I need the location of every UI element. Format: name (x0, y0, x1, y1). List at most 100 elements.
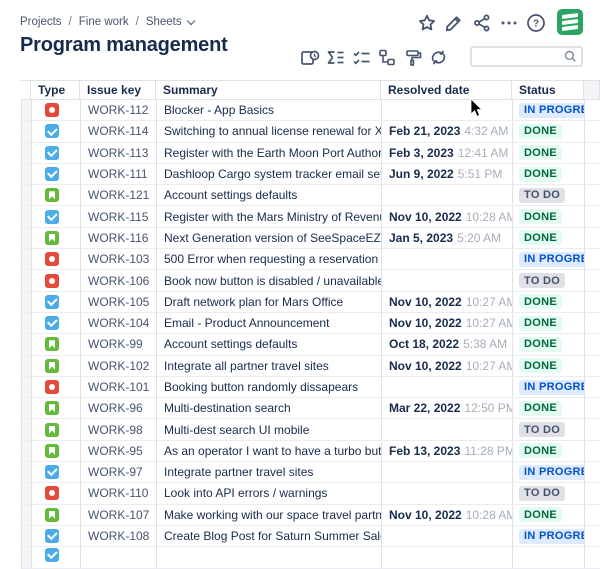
issue-summary[interactable]: Look into API errors / warnings (157, 483, 382, 504)
checklist-icon[interactable] (351, 47, 372, 68)
status-cell[interactable]: DONE (513, 312, 585, 334)
type-cell[interactable] (32, 504, 81, 525)
row-drag-handle[interactable] (22, 462, 32, 483)
table-row[interactable]: WORK-110 Look into API errors / warnings… (21, 483, 600, 505)
column-header-summary[interactable]: Summary (156, 81, 381, 99)
row-drag-handle[interactable] (22, 504, 32, 525)
resolved-date-cell[interactable]: Feb 3, 2023 12:41 AM (382, 142, 513, 163)
issue-summary[interactable]: Email - Product Announcement (157, 312, 382, 334)
column-header-type[interactable]: Type (31, 81, 80, 99)
status-cell[interactable]: DONE (513, 355, 585, 376)
type-cell[interactable] (32, 462, 81, 483)
row-drag-handle[interactable] (22, 440, 32, 462)
table-row[interactable]: WORK-116 Next Generation version of SeeS… (21, 227, 600, 250)
row-drag-handle[interactable] (22, 291, 32, 312)
type-cell[interactable] (32, 227, 81, 249)
issue-key[interactable]: WORK-98 (81, 419, 157, 440)
type-cell[interactable] (32, 100, 81, 121)
table-row[interactable]: WORK-108 Create Blog Post for Saturn Sum… (21, 525, 600, 548)
row-drag-handle[interactable] (22, 100, 32, 121)
issue-summary[interactable]: Blocker - App Basics (157, 100, 382, 121)
resolved-date-cell[interactable]: Nov 10, 2022 10:28 AM (382, 206, 513, 227)
type-cell[interactable] (32, 334, 81, 355)
issue-summary[interactable]: Account settings defaults (157, 185, 382, 206)
issue-summary[interactable]: Dashloop Cargo system tracker email setu… (157, 163, 382, 185)
status-cell[interactable]: DONE (513, 142, 585, 163)
resolved-date-cell[interactable] (382, 185, 513, 206)
row-drag-handle[interactable] (22, 419, 32, 440)
row-drag-handle[interactable] (22, 483, 32, 504)
table-row[interactable]: WORK-101 Booking button randomly dissape… (21, 376, 600, 399)
resolved-date-cell[interactable]: Oct 18, 2022 5:38 AM (382, 334, 513, 355)
issue-summary[interactable]: Switching to annual license renewal for … (157, 121, 382, 142)
status-cell[interactable]: IN PROGRESS (513, 376, 585, 398)
type-cell[interactable] (32, 185, 81, 206)
type-cell[interactable] (32, 163, 81, 185)
row-drag-handle[interactable] (22, 121, 32, 142)
resolved-date-cell[interactable] (382, 462, 513, 483)
resolved-date-cell[interactable] (382, 249, 513, 270)
more-icon[interactable] (499, 13, 519, 33)
row-drag-handle[interactable] (22, 376, 32, 398)
refresh-icon[interactable] (428, 47, 449, 68)
table-row[interactable]: WORK-103 500 Error when requesting a res… (21, 249, 600, 271)
status-cell[interactable]: DONE (513, 334, 585, 355)
resolved-date-cell[interactable]: Nov 10, 2022 10:27 AM (382, 291, 513, 312)
issue-key[interactable]: WORK-113 (81, 142, 157, 163)
issue-key[interactable]: WORK-111 (81, 163, 157, 185)
resolved-date-cell[interactable]: Nov 10, 2022 10:28 AM (382, 504, 513, 525)
resolved-date-cell[interactable]: Mar 22, 2022 12:50 PM (382, 398, 513, 419)
type-cell[interactable] (32, 440, 81, 462)
app-logo[interactable] (557, 9, 583, 35)
issue-summary[interactable]: Multi-destination search (157, 398, 382, 419)
format-painter-icon[interactable] (402, 47, 423, 68)
issue-key[interactable]: WORK-96 (81, 398, 157, 419)
resolved-date-cell[interactable]: Jun 9, 2022 5:51 PM (382, 163, 513, 185)
issue-key[interactable]: WORK-107 (81, 504, 157, 525)
row-drag-handle[interactable] (22, 398, 32, 419)
table-row[interactable]: WORK-113 Register with the Earth Moon Po… (21, 142, 600, 164)
type-cell[interactable] (32, 270, 81, 291)
edit-icon[interactable] (444, 13, 464, 33)
row-drag-handle[interactable] (22, 547, 32, 568)
type-cell[interactable] (32, 249, 81, 270)
share-icon[interactable] (472, 13, 492, 33)
table-row[interactable]: WORK-121 Account settings defaults TO DO (21, 185, 600, 207)
sum-icon[interactable] (325, 47, 346, 68)
column-header-status[interactable]: Status (512, 81, 584, 99)
search-input[interactable] (472, 49, 564, 64)
table-row[interactable]: WORK-107 Make working with our space tra… (21, 504, 600, 526)
resolved-date-cell[interactable]: Nov 10, 2022 10:27 AM (382, 355, 513, 376)
issue-key[interactable]: WORK-97 (81, 462, 157, 483)
issue-key[interactable]: WORK-105 (81, 291, 157, 312)
issue-summary[interactable]: Next Generation version of SeeSpaceEZ tr… (157, 227, 382, 249)
table-row[interactable]: WORK-102 Integrate all partner travel si… (21, 355, 600, 377)
status-cell[interactable]: IN PROGRESS (513, 249, 585, 270)
issue-key[interactable]: WORK-114 (81, 121, 157, 142)
help-icon[interactable]: ? (526, 13, 546, 33)
issue-summary[interactable]: Register with the Mars Ministry of Reven… (157, 206, 382, 227)
issue-summary[interactable]: Integrate all partner travel sites (157, 355, 382, 376)
status-cell[interactable]: DONE (513, 121, 585, 142)
row-drag-handle[interactable] (22, 525, 32, 547)
column-header-resolved-date[interactable]: Resolved date (381, 81, 512, 99)
issue-summary[interactable]: Book now button is disabled / unavailabl… (157, 270, 382, 291)
row-drag-handle[interactable] (22, 355, 32, 376)
issue-summary[interactable]: 500 Error when requesting a reservation (157, 249, 382, 270)
row-drag-handle[interactable] (22, 334, 32, 355)
breadcrumb-projects[interactable]: Projects (20, 16, 62, 28)
type-cell[interactable] (32, 355, 81, 376)
status-cell[interactable]: TO DO (513, 270, 585, 291)
issue-summary[interactable] (157, 547, 382, 568)
table-row[interactable]: WORK-104 Email - Product Announcement No… (21, 312, 600, 335)
issue-summary[interactable]: As an operator I want to have a turbo bu… (157, 440, 382, 462)
column-header-issue-key[interactable]: Issue key (80, 81, 156, 99)
table-row[interactable]: WORK-112 Blocker - App Basics IN PROGRES… (21, 100, 600, 122)
issue-key[interactable]: WORK-106 (81, 270, 157, 291)
breadcrumb-fine-work[interactable]: Fine work (78, 16, 129, 28)
issue-summary[interactable]: Create Blog Post for Saturn Summer Sale (157, 525, 382, 547)
table-row[interactable]: WORK-114 Switching to annual license ren… (21, 121, 600, 143)
table-row[interactable]: WORK-96 Multi-destination search Mar 22,… (21, 398, 600, 420)
issue-key[interactable]: WORK-102 (81, 355, 157, 376)
resolved-date-cell[interactable] (382, 270, 513, 291)
